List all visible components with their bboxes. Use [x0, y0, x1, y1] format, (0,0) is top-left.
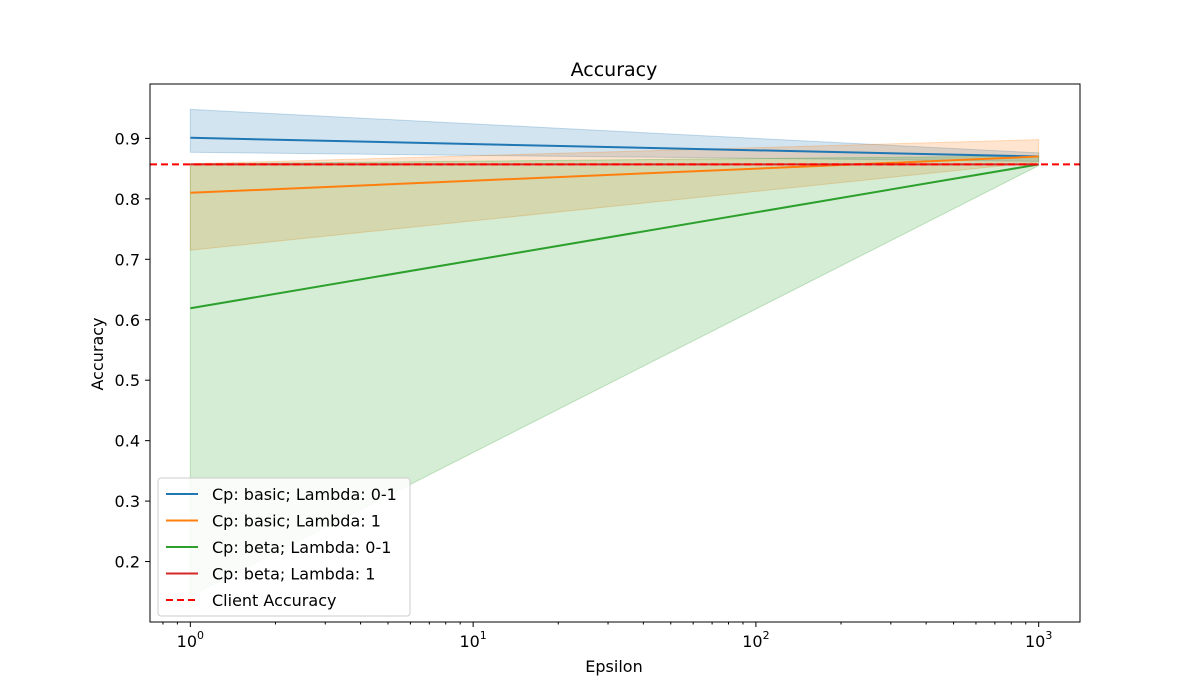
x-tick-label: 103: [1025, 629, 1052, 651]
legend-entry-label: Client Accuracy: [212, 591, 336, 610]
legend-box: [157, 477, 411, 617]
y-tick-label: 0.9: [115, 129, 140, 148]
x-tick-label: 101: [459, 629, 486, 651]
series-line-3: [190, 163, 1039, 310]
legend: Cp: basic; Lambda: 0-1 Cp: basic; Lambda:…: [157, 477, 411, 617]
y-tick-label: 0.6: [115, 311, 140, 330]
confidence-band-2: [189, 139, 1040, 251]
legend-entry-label: Cp: basic; Lambda: 1: [212, 512, 381, 531]
x-tick-label: 102: [742, 629, 769, 651]
series-line-1: [190, 136, 1039, 158]
y-tick-label: 0.3: [115, 492, 140, 511]
y-tick-label: 0.8: [115, 190, 140, 209]
y-axis-label: Accuracy: [88, 317, 107, 390]
y-tick-label: 0.7: [115, 250, 140, 269]
y-tick-label: 0.2: [115, 553, 140, 572]
chart-title: Accuracy: [571, 59, 658, 81]
y-tick-label: 0.5: [115, 371, 140, 390]
y-tick-label: 0.4: [115, 432, 140, 451]
x-axis-label: Epsilon: [585, 657, 642, 676]
legend-entry-label: Cp: beta; Lambda: 0-1: [212, 538, 391, 557]
plot-frame: [149, 83, 1081, 623]
series-line-2: [190, 155, 1039, 194]
x-tick-label: 100: [177, 629, 204, 651]
y-axis-ticks: 0.2 0.3 0.4 0.5 0.6 0.7 0.8 0.9: [115, 129, 150, 572]
legend-entry-label: Cp: beta; Lambda: 1: [212, 565, 375, 584]
legend-entry-label: Cp: basic; Lambda: 0-1: [212, 485, 397, 504]
x-axis-ticks: 100 101 102 103: [162, 622, 1052, 651]
